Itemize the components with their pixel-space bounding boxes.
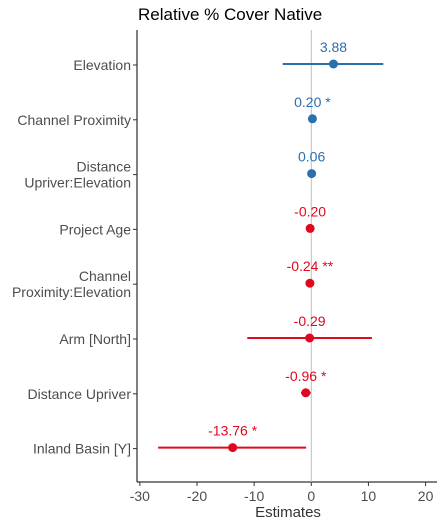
estimate-label: -0.29 <box>294 313 326 329</box>
estimate-point <box>228 443 238 453</box>
estimate-label: -0.24 ** <box>287 258 334 274</box>
x-tick-label: -30 <box>130 488 150 504</box>
estimate-point <box>305 278 315 288</box>
estimate-label: -0.20 <box>294 203 326 219</box>
estimate-point <box>328 59 338 69</box>
estimate-point <box>307 169 317 179</box>
estimate-point <box>301 388 311 398</box>
estimate-label: -0.96 * <box>285 368 327 384</box>
y-category-label: Distance Upriver <box>28 386 132 402</box>
plot-area: -30 -20 -10 0 10 20 Elevation 3.88 Channel Proxi… <box>12 30 434 504</box>
y-category-label: Distance Upriver:Elevation <box>24 159 131 191</box>
y-category-label: Project Age <box>59 221 131 237</box>
chart-title: Relative % Cover Native <box>138 5 322 24</box>
y-category-label: Channel Proximity <box>17 112 131 128</box>
x-tick-label: -10 <box>244 488 264 504</box>
y-category-label: Arm [North] <box>59 331 131 347</box>
y-category-label: Channel Proximity:Elevation <box>12 268 131 300</box>
estimate-label: 0.20 * <box>294 94 331 110</box>
x-tick-label: 10 <box>361 488 377 504</box>
x-tick-label: 0 <box>307 488 315 504</box>
estimate-label: -13.76 * <box>208 423 258 439</box>
x-tick-label: 20 <box>418 488 434 504</box>
y-category-label: Elevation <box>73 57 131 73</box>
x-axis-label: Estimates <box>255 504 321 521</box>
estimate-label: 3.88 <box>320 39 347 55</box>
estimate-point <box>305 223 315 233</box>
estimate-point <box>307 114 317 124</box>
y-category-label: Inland Basin [Y] <box>33 441 131 457</box>
estimate-label: 0.06 <box>298 149 325 165</box>
estimate-point <box>305 333 315 343</box>
x-tick-label: -20 <box>187 488 207 504</box>
